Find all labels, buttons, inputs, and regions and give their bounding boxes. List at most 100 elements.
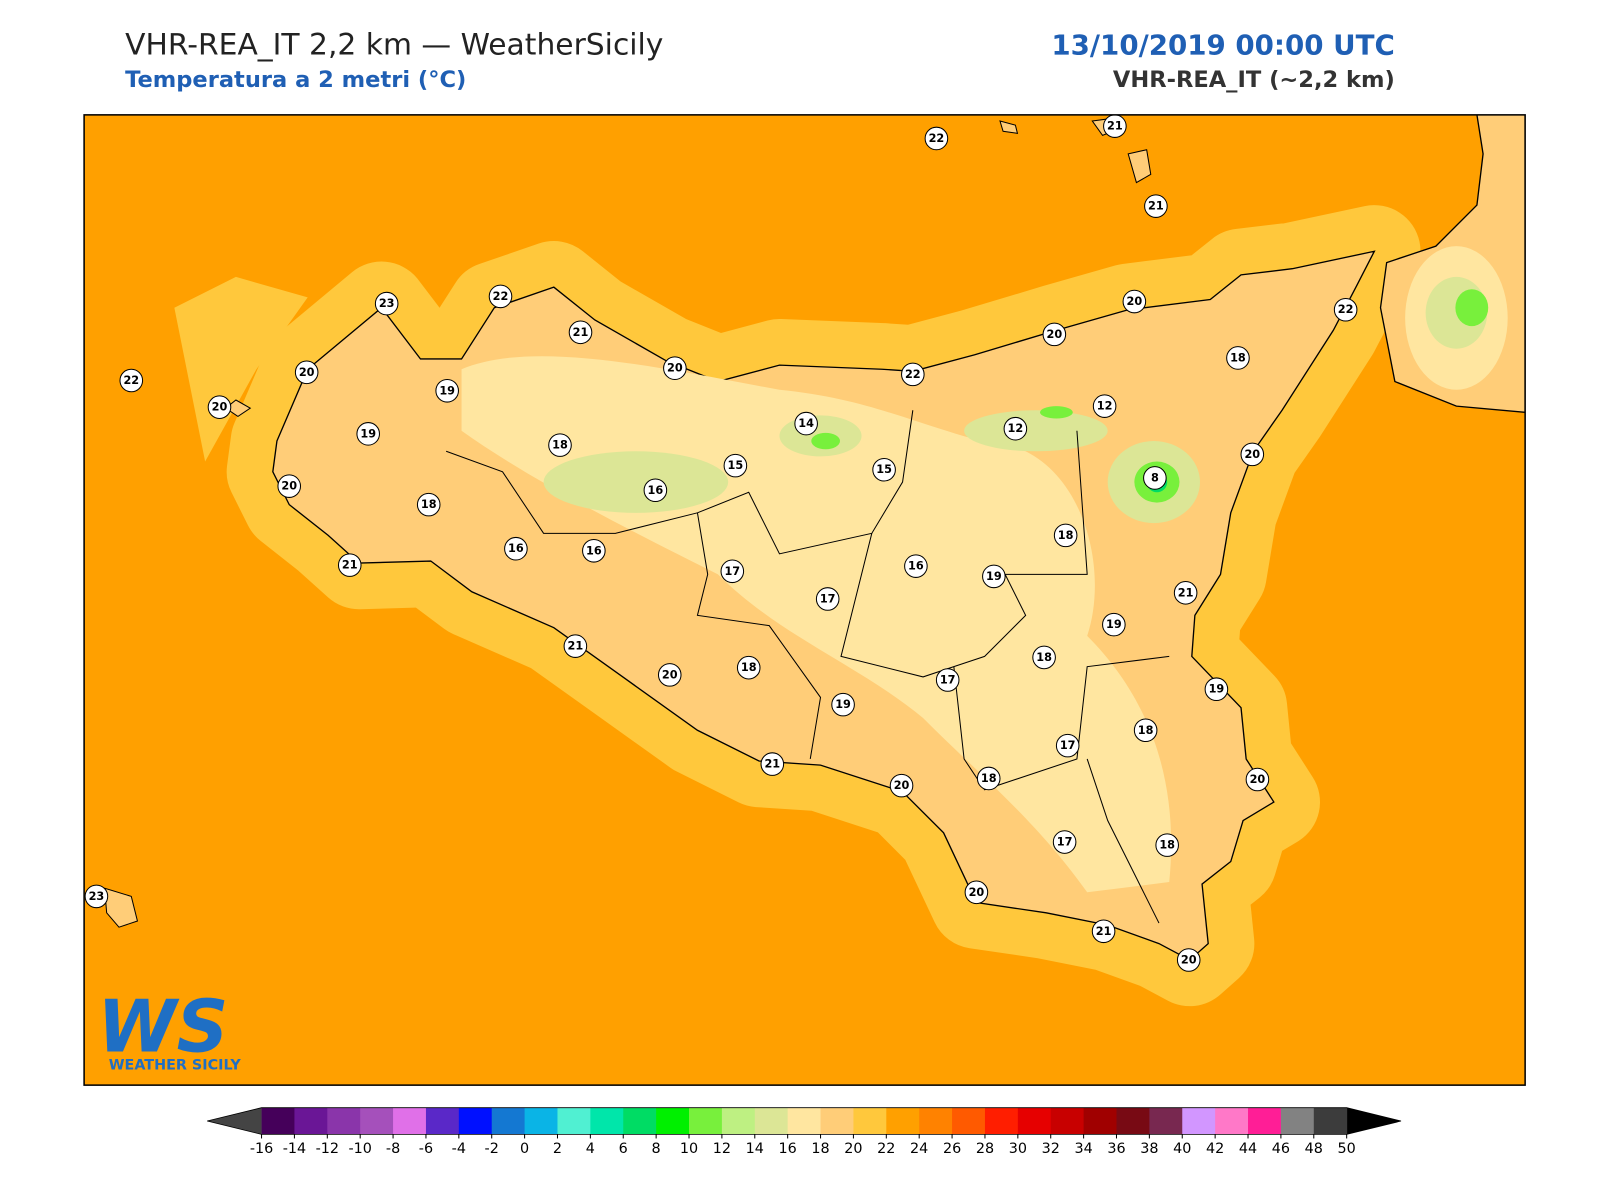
station: 19 (831, 692, 855, 717)
province-border (445, 410, 914, 555)
station: 20 (663, 356, 687, 380)
coastal-halo (174, 276, 308, 462)
colorbar-tick-label: 36 (1107, 1141, 1125, 1157)
colorbar-tick-label: 0 (520, 1141, 529, 1157)
station-marker (964, 880, 989, 905)
station: 20 (294, 360, 319, 385)
colorbar-tick-label: 28 (976, 1141, 994, 1157)
colorbar-tick-label: 12 (713, 1141, 731, 1157)
station-value: 12 (1097, 400, 1113, 413)
colorbar-swatch (820, 1107, 854, 1135)
station-value: 18 (552, 439, 568, 452)
colorbar-swatch (689, 1107, 723, 1135)
station-marker (1053, 523, 1078, 548)
colorbar-tick-label: 6 (619, 1141, 628, 1157)
station-value: 20 (667, 362, 683, 375)
station-value: 21 (764, 758, 780, 771)
colorbar-tick-label: -14 (283, 1141, 306, 1157)
station-value: 15 (728, 459, 744, 472)
colorbar-swatch (1116, 1107, 1150, 1135)
station: 17 (720, 559, 745, 584)
station-value: 19 (439, 384, 455, 397)
station-marker (207, 395, 232, 419)
station: 22 (488, 284, 513, 309)
logo-mark: WS (97, 984, 228, 1068)
station: 19 (1204, 677, 1229, 702)
colorbar: -16 -14 -12 -10 -8 -6 -4 -2 0 2 4 6 8 10 12 14 16 18 20 22 2… (207, 1107, 1402, 1157)
station-marker (976, 766, 1001, 791)
station: 17 (1055, 733, 1080, 758)
station: 16 (643, 478, 668, 503)
colorbar-tick-label: 50 (1338, 1141, 1356, 1157)
station: 20 (657, 663, 682, 687)
station-marker (548, 433, 572, 457)
station: 18 (1053, 523, 1078, 548)
colorbar-swatch (524, 1107, 558, 1135)
cold-zone (1040, 406, 1073, 419)
station-marker (294, 360, 319, 385)
station-marker (1103, 114, 1127, 138)
station-marker (1133, 718, 1158, 743)
station-marker (901, 362, 925, 387)
colorbar-tick-label: -4 (452, 1141, 466, 1157)
colorbar-over (1346, 1107, 1402, 1135)
colorbar-swatch (261, 1107, 295, 1135)
colorbar-tick-label: 16 (779, 1141, 797, 1157)
colorbar-tick-label: 14 (746, 1141, 764, 1157)
colorbar-under (207, 1107, 262, 1135)
station-marker (119, 368, 144, 393)
station-value: 19 (986, 570, 1002, 583)
station: 16 (504, 536, 528, 561)
station-value: 21 (573, 326, 589, 339)
colorbar-tick-label: 22 (877, 1141, 895, 1157)
station: 21 (337, 553, 362, 577)
station-value: 20 (1047, 328, 1063, 341)
station-value: 12 (1008, 422, 1024, 435)
station-marker (815, 587, 840, 611)
station: 18 (1226, 346, 1250, 370)
station-marker (1245, 767, 1270, 792)
station-value: 18 (1230, 351, 1246, 364)
station: 17 (815, 587, 840, 611)
colorbar-swatch (491, 1107, 526, 1135)
colorbar-tick-label: 20 (844, 1141, 862, 1157)
island (1127, 149, 1152, 184)
station-value: 20 (299, 366, 315, 379)
station: 16 (904, 554, 928, 578)
station: 17 (1052, 830, 1077, 854)
colorbar-tick-label: -10 (348, 1141, 371, 1157)
colorbar-swatch (294, 1107, 328, 1135)
station-marker (1092, 394, 1117, 418)
colorbar-swatch (557, 1107, 591, 1135)
station-marker (1052, 830, 1077, 854)
station-marker (794, 411, 818, 436)
station: 18 (416, 492, 441, 517)
station-value: 8 (1151, 471, 1159, 484)
colorbar-swatch (984, 1107, 1019, 1135)
colorbar-swatch (1313, 1107, 1348, 1135)
colorbar-swatch (393, 1107, 427, 1135)
title: VHR-REA_IT 2,2 km — WeatherSicily (125, 27, 663, 62)
date: 13/10/2019 00:00 UTC (1051, 28, 1394, 61)
station-marker (563, 634, 588, 658)
station-value: 19 (1209, 683, 1225, 696)
station-marker (337, 553, 362, 577)
station-marker (374, 291, 399, 316)
colorbar-swatch (919, 1107, 953, 1135)
station: 8 (1143, 466, 1167, 490)
station: 20 (964, 880, 989, 905)
colorbar-tick-label: -6 (419, 1141, 433, 1157)
station-marker (84, 884, 109, 909)
colorbar-swatch (1050, 1107, 1085, 1135)
station-value: 20 (894, 779, 910, 792)
station-value: 18 (981, 772, 997, 785)
station-value: 17 (724, 565, 740, 578)
station-value: 23 (379, 297, 395, 310)
station-value: 22 (929, 132, 945, 145)
station-marker (277, 474, 302, 498)
station: 19 (1102, 612, 1126, 637)
cold-zone (1455, 289, 1489, 327)
station-value: 14 (798, 417, 814, 430)
